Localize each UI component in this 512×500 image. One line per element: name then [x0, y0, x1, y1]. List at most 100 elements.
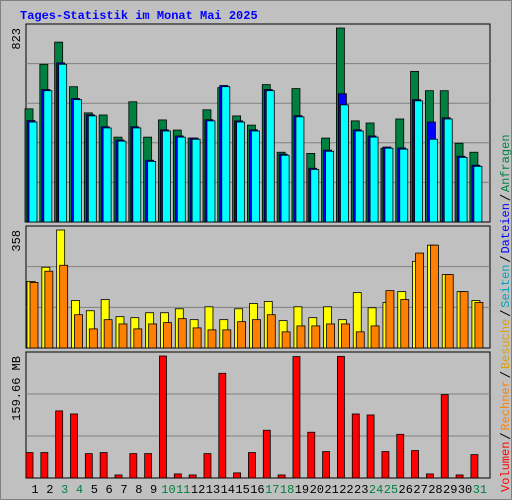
bar — [266, 314, 276, 349]
legend-label: Rechner — [499, 380, 512, 430]
x-tick-label: 4 — [76, 483, 83, 497]
bar — [414, 100, 423, 223]
bar — [163, 322, 172, 349]
legend-label: Seiten — [499, 265, 512, 308]
x-tick-label: 7 — [120, 483, 127, 497]
bar — [159, 355, 167, 479]
bar — [354, 130, 364, 223]
bar — [188, 474, 197, 479]
bar — [59, 264, 69, 349]
bar — [430, 244, 439, 349]
bar — [248, 452, 256, 479]
bar — [458, 157, 468, 223]
bar — [192, 327, 202, 349]
bar — [311, 325, 321, 349]
x-tick-label: 15 — [235, 483, 249, 497]
legend-label: Volumen — [499, 442, 512, 492]
x-tick-label: 17 — [265, 483, 279, 497]
bar — [74, 314, 83, 349]
bar — [237, 321, 247, 349]
x-tick-label: 3 — [61, 483, 68, 497]
bar — [133, 328, 143, 349]
bar — [148, 323, 158, 349]
bar — [88, 328, 98, 349]
bar — [440, 394, 449, 479]
bar — [399, 148, 409, 223]
x-tick-label: 26 — [399, 483, 413, 497]
legend-separator — [499, 371, 511, 378]
bar — [162, 130, 171, 223]
x-tick-label: 2 — [46, 483, 53, 497]
legend-separator — [499, 433, 511, 440]
bar — [173, 473, 182, 479]
bar — [236, 121, 246, 223]
bar — [203, 453, 212, 479]
bar — [370, 325, 380, 349]
bar — [58, 63, 68, 223]
bar — [470, 454, 479, 479]
x-tick-label: 27 — [413, 483, 427, 497]
legend-label: Besuche — [499, 319, 512, 369]
bar — [426, 473, 434, 479]
bar — [144, 453, 153, 479]
legend-separator — [499, 194, 511, 201]
bar — [384, 147, 394, 223]
bar — [310, 169, 320, 223]
legend-separator — [499, 310, 511, 317]
bar — [265, 90, 275, 223]
bar — [459, 291, 469, 349]
bar — [40, 452, 49, 479]
bar — [292, 356, 301, 479]
bar — [366, 414, 375, 479]
x-tick-label: 9 — [150, 483, 157, 497]
x-tick-label: 6 — [106, 483, 113, 497]
x-tick-label: 20 — [310, 483, 324, 497]
bar — [206, 120, 216, 223]
bar — [455, 474, 464, 479]
bar — [87, 115, 97, 223]
x-tick-label: 31 — [473, 483, 487, 497]
x-tick-label: 28 — [428, 483, 442, 497]
bar — [129, 453, 138, 479]
bar — [28, 121, 38, 223]
x-tick-label: 5 — [91, 483, 98, 497]
x-tick-label: 16 — [250, 483, 264, 497]
bar — [351, 413, 360, 479]
bar — [233, 472, 242, 479]
bar — [218, 372, 227, 479]
bar — [117, 140, 127, 223]
bar — [99, 452, 108, 479]
bar — [429, 138, 438, 223]
bar — [295, 116, 305, 223]
x-tick-label: 8 — [135, 483, 142, 497]
bar — [103, 319, 113, 349]
bar — [55, 410, 64, 479]
bar — [396, 433, 405, 479]
bar — [118, 323, 128, 349]
bar — [385, 290, 395, 349]
x-tick-label: 11 — [176, 483, 190, 497]
plot-area — [25, 351, 491, 479]
bar — [222, 329, 232, 349]
bar — [73, 99, 82, 223]
bar — [221, 86, 231, 223]
x-tick-label: 14 — [221, 483, 235, 497]
bar — [411, 450, 419, 479]
bar — [43, 90, 53, 223]
bar — [444, 274, 454, 349]
bar — [147, 161, 157, 223]
y-tick-label: 823 — [10, 28, 24, 50]
bar — [296, 325, 306, 349]
bar — [474, 302, 484, 349]
legend-label: Dateien — [499, 203, 512, 253]
x-tick-label: 29 — [443, 483, 457, 497]
x-tick-label: 19 — [295, 483, 309, 497]
legend-label: Anfragen — [499, 134, 512, 192]
x-tick-label: 30 — [458, 483, 472, 497]
bar — [177, 318, 187, 349]
bar — [400, 299, 410, 349]
x-tick-label: 13 — [206, 483, 220, 497]
bar — [207, 329, 217, 349]
bar — [341, 323, 350, 349]
